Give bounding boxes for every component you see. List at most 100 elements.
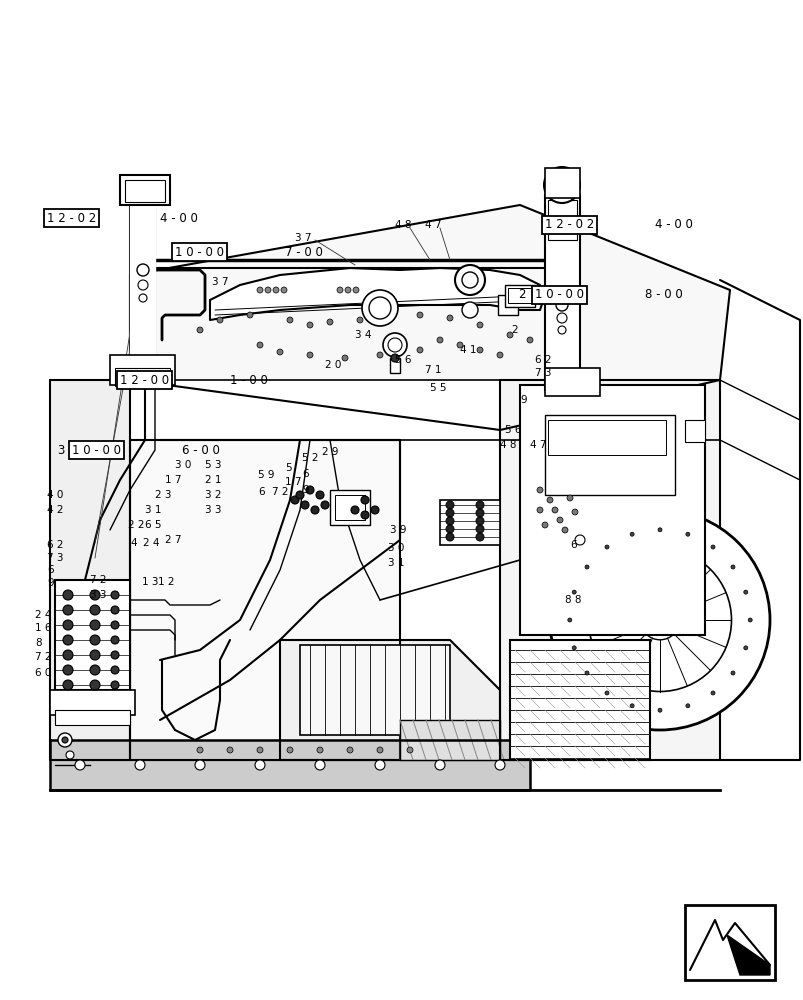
Bar xyxy=(439,500,499,545)
Circle shape xyxy=(111,606,119,614)
Text: 7 2: 7 2 xyxy=(35,652,51,662)
Circle shape xyxy=(287,747,292,753)
Circle shape xyxy=(639,600,679,640)
Circle shape xyxy=(197,327,202,333)
Text: 1 2: 1 2 xyxy=(158,577,174,587)
Circle shape xyxy=(446,533,454,541)
Circle shape xyxy=(604,691,608,695)
Circle shape xyxy=(111,621,119,629)
Text: 9: 9 xyxy=(520,395,526,405)
Circle shape xyxy=(291,496,299,504)
Circle shape xyxy=(630,532,634,536)
Circle shape xyxy=(437,337,442,343)
Text: 3 1: 3 1 xyxy=(145,505,161,515)
Circle shape xyxy=(255,760,265,770)
Text: 8 8: 8 8 xyxy=(565,595,581,605)
Circle shape xyxy=(63,620,73,630)
Circle shape xyxy=(139,294,147,302)
Circle shape xyxy=(382,333,406,357)
Circle shape xyxy=(685,532,689,536)
Circle shape xyxy=(63,590,73,600)
Text: 2 7: 2 7 xyxy=(165,535,181,545)
Circle shape xyxy=(642,422,657,438)
Circle shape xyxy=(197,747,202,753)
Circle shape xyxy=(743,646,747,650)
Circle shape xyxy=(75,760,85,770)
Circle shape xyxy=(58,733,72,747)
Circle shape xyxy=(496,352,503,358)
Bar xyxy=(544,415,675,495)
Text: 1 0 - 0 0: 1 0 - 0 0 xyxy=(175,245,224,258)
Circle shape xyxy=(588,548,731,692)
Bar xyxy=(548,420,665,455)
Bar xyxy=(300,645,450,735)
Circle shape xyxy=(585,671,589,675)
Circle shape xyxy=(296,491,304,499)
Circle shape xyxy=(66,751,74,759)
Circle shape xyxy=(730,565,734,569)
Text: 6 0: 6 0 xyxy=(35,668,51,678)
Circle shape xyxy=(111,651,119,659)
Bar xyxy=(110,355,175,385)
Circle shape xyxy=(446,315,452,321)
Text: 3 3: 3 3 xyxy=(90,590,106,600)
Circle shape xyxy=(257,287,263,293)
Circle shape xyxy=(390,354,398,362)
Polygon shape xyxy=(50,380,130,760)
Text: 2 1: 2 1 xyxy=(205,475,221,485)
Text: 4 - 0 0: 4 - 0 0 xyxy=(160,212,198,225)
Circle shape xyxy=(63,605,73,615)
Text: 1 7: 1 7 xyxy=(165,475,181,485)
Text: 1 2 - 0 0: 1 2 - 0 0 xyxy=(120,373,169,386)
Text: 3 3: 3 3 xyxy=(205,505,221,515)
Polygon shape xyxy=(499,380,719,760)
Bar xyxy=(55,710,130,725)
Bar xyxy=(115,368,169,386)
Bar xyxy=(329,490,369,525)
Circle shape xyxy=(217,317,222,323)
Circle shape xyxy=(572,646,576,650)
Polygon shape xyxy=(50,740,529,790)
Bar xyxy=(544,195,579,390)
Circle shape xyxy=(341,355,348,361)
Circle shape xyxy=(549,510,769,730)
Polygon shape xyxy=(130,440,400,760)
Circle shape xyxy=(748,618,752,622)
Text: 7 3: 7 3 xyxy=(47,553,63,563)
Text: 2: 2 xyxy=(511,325,517,335)
Circle shape xyxy=(475,525,483,533)
Text: 2 4: 2 4 xyxy=(143,538,159,548)
Polygon shape xyxy=(400,720,499,760)
Text: 3 7: 3 7 xyxy=(295,233,311,243)
Circle shape xyxy=(566,495,573,501)
Circle shape xyxy=(273,287,279,293)
Circle shape xyxy=(630,704,634,708)
Circle shape xyxy=(90,665,100,675)
Text: 4 2: 4 2 xyxy=(47,505,63,515)
Circle shape xyxy=(556,517,562,523)
Circle shape xyxy=(446,517,454,525)
Circle shape xyxy=(369,297,390,319)
Circle shape xyxy=(111,681,119,689)
Circle shape xyxy=(63,635,73,645)
Text: 3 2: 3 2 xyxy=(205,490,221,500)
Circle shape xyxy=(90,680,100,690)
Text: 5 5: 5 5 xyxy=(430,383,446,393)
Bar xyxy=(544,368,599,396)
Circle shape xyxy=(388,338,402,352)
Circle shape xyxy=(344,287,351,293)
Circle shape xyxy=(556,313,566,323)
Text: 7 2: 7 2 xyxy=(271,487,288,497)
Circle shape xyxy=(644,455,654,465)
Circle shape xyxy=(90,650,100,660)
Circle shape xyxy=(63,680,73,690)
Circle shape xyxy=(571,509,577,515)
Text: 1 0 - 0 0: 1 0 - 0 0 xyxy=(72,444,120,456)
Circle shape xyxy=(111,666,119,674)
Text: 2: 2 xyxy=(517,288,525,302)
Bar xyxy=(335,495,365,520)
Text: 2 2: 2 2 xyxy=(128,520,145,530)
Circle shape xyxy=(90,590,100,600)
Circle shape xyxy=(316,491,324,499)
Circle shape xyxy=(454,265,484,295)
